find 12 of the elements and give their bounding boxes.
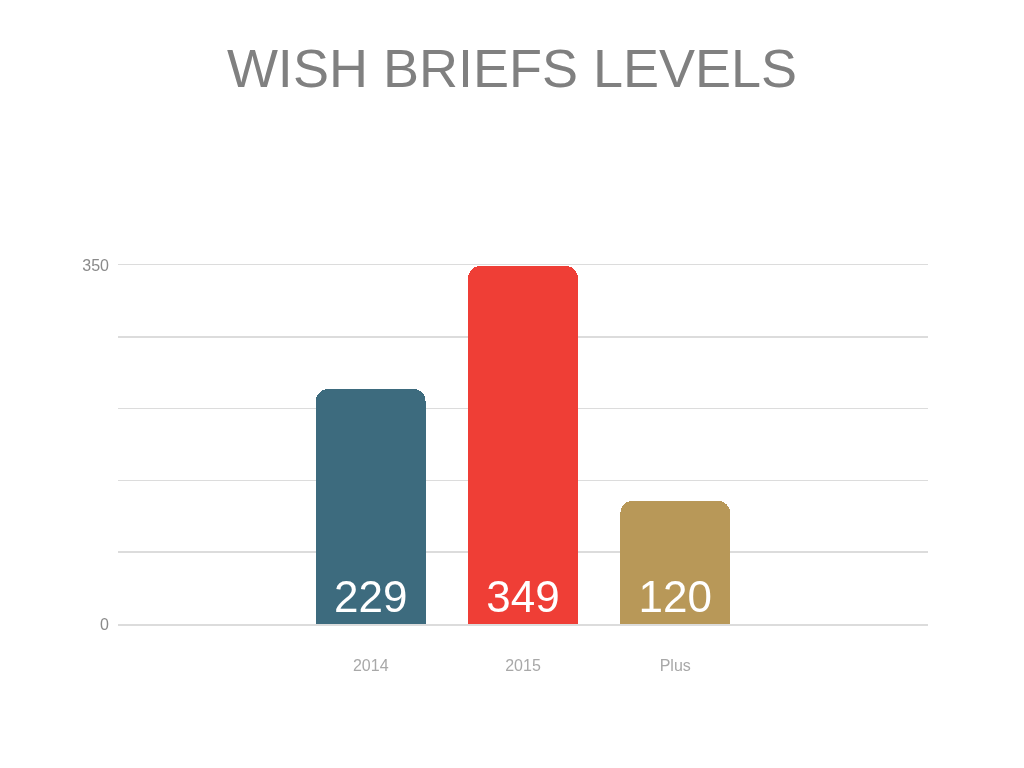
bar [468,266,578,624]
data-label: 229 [334,572,408,621]
data-label: 120 [638,572,712,621]
bar [620,500,731,624]
x-tick-label: Plus [659,656,691,674]
y-tick-label: 0 [100,615,110,633]
data-label: 349 [486,572,560,621]
chart-title: WISH BRIEFS LEVELS [226,37,798,98]
y-tick-label: 350 [82,256,110,274]
x-tick-label: 2015 [505,656,541,674]
x-tick-label: 2014 [352,656,389,674]
bar [315,389,426,624]
